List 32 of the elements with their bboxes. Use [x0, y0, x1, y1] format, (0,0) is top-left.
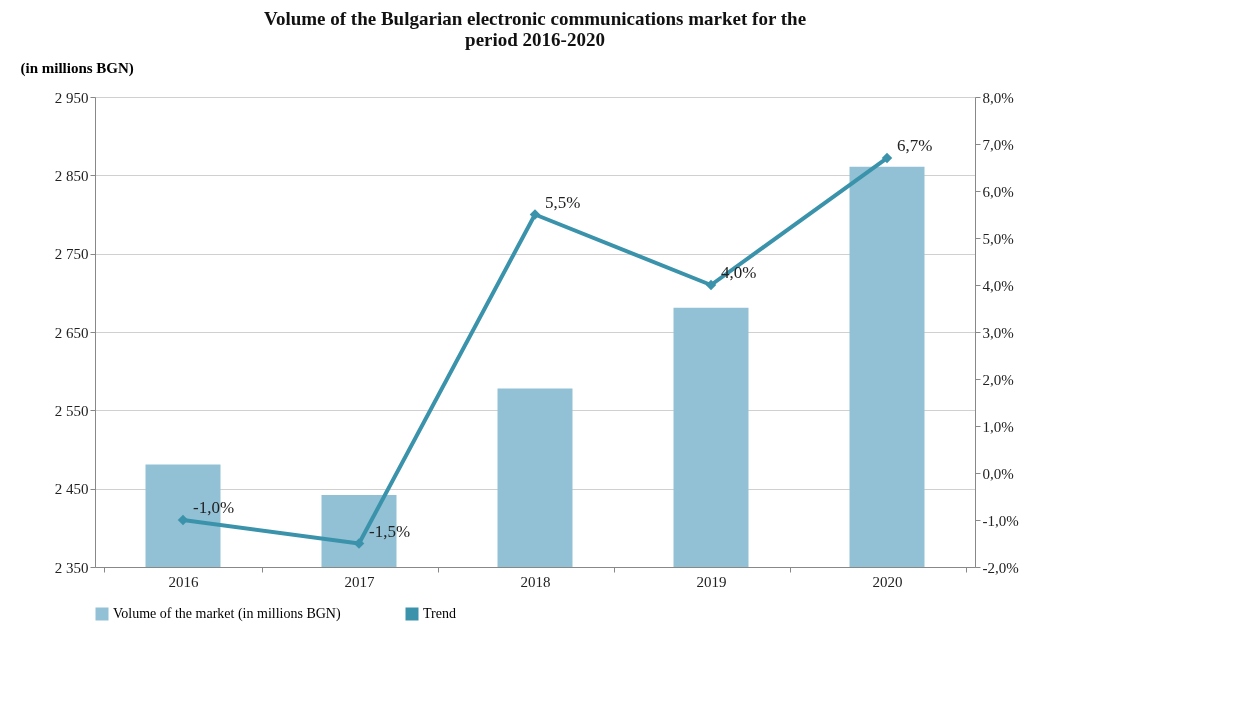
- y-tick-label: 2 450: [54, 481, 89, 498]
- y-tick-label: 2 550: [54, 402, 89, 419]
- point: [881, 152, 893, 164]
- legend-label: Volume of the market (in millions BGN): [113, 606, 341, 622]
- data-label: 5,5%: [545, 192, 581, 212]
- x-tick-label: 2017: [344, 573, 375, 590]
- y-axis-title: (in millions BGN): [20, 59, 134, 77]
- y-tick-label: 2 950: [54, 89, 89, 106]
- y-tick-label: 2 750: [54, 246, 89, 263]
- y2-tick-label: 5,0%: [982, 230, 1014, 247]
- y2-tick-label: 4,0%: [982, 277, 1014, 294]
- y2-tick-label: -1,0%: [982, 512, 1019, 529]
- x-tick-label: 2020: [872, 573, 903, 590]
- y2-tick-label: 3,0%: [982, 324, 1014, 341]
- y2-tick-label: 7,0%: [982, 136, 1014, 153]
- data-label: 6,7%: [897, 136, 933, 156]
- y2-tick-label: 6,0%: [982, 183, 1014, 200]
- y2-tick-label: 2,0%: [982, 371, 1014, 388]
- y-tick-label: 2 650: [54, 324, 89, 341]
- y2-tick-label: 0,0%: [982, 465, 1014, 482]
- point: [705, 279, 717, 291]
- y2-tick-label: 8,0%: [982, 89, 1014, 106]
- y-tick-label: 2 850: [54, 167, 89, 184]
- x-tick-label: 2018: [520, 573, 551, 590]
- x-tick-label: 2019: [696, 573, 727, 590]
- y2-tick-label: -2,0%: [982, 559, 1019, 576]
- legend-label: Trend: [423, 606, 456, 621]
- point: [529, 209, 541, 220]
- y2-tick-label: 1,0%: [982, 418, 1014, 435]
- x-tick-label: 2016: [168, 573, 199, 590]
- y-tick-label: 2 350: [54, 559, 89, 576]
- chart-title: Volume of the Bulgarian electronic communications market for the period 2016-2020: [263, 8, 807, 50]
